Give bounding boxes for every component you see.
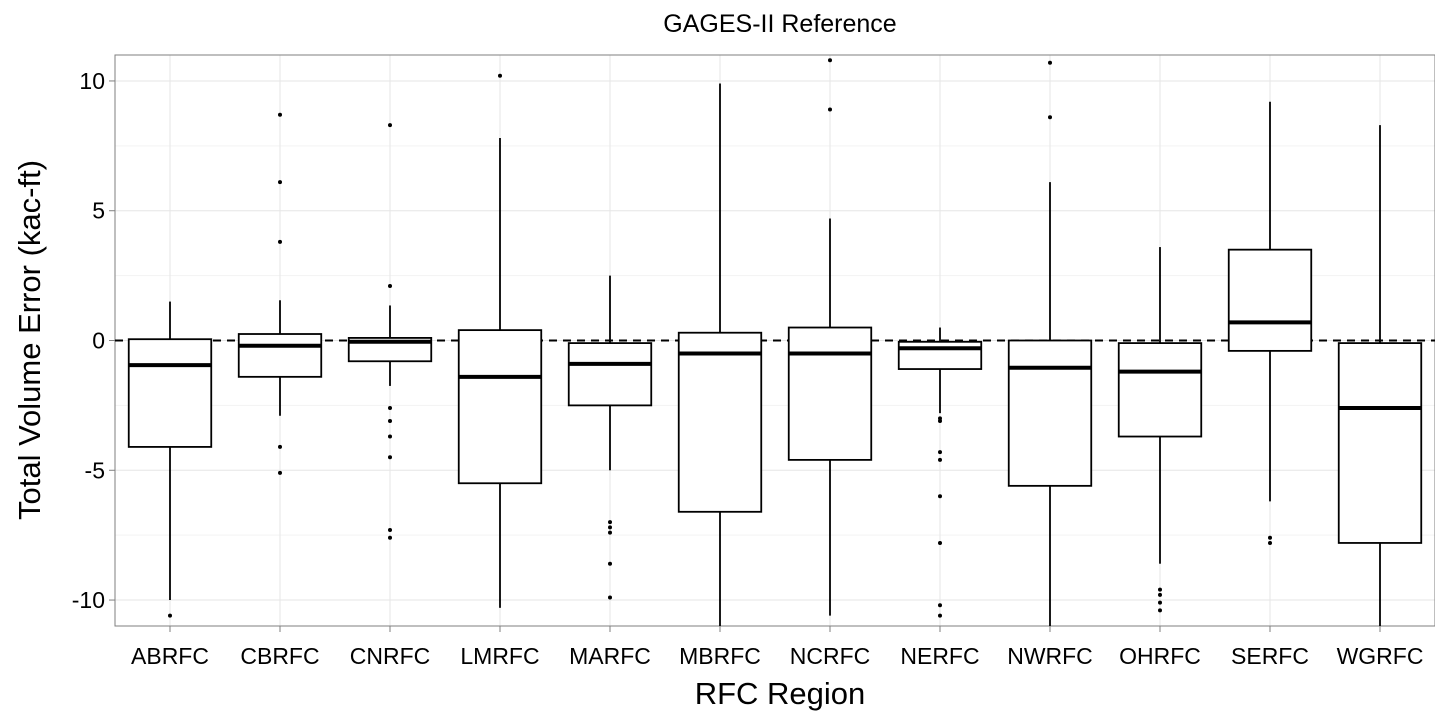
interquartile-box <box>457 329 543 485</box>
outlier-point <box>938 540 942 545</box>
outlier-point <box>1268 535 1272 540</box>
outlier-point <box>388 405 392 410</box>
box-cnrfc <box>347 123 433 540</box>
outlier-point <box>388 283 392 288</box>
outlier-point <box>498 73 502 78</box>
outlier-point <box>828 58 832 63</box>
outlier-point <box>938 494 942 499</box>
x-tick-label: LMRFC <box>460 643 539 669</box>
y-tick-label: -5 <box>85 457 105 483</box>
outlier-point <box>388 527 392 532</box>
x-tick-label: MBRFC <box>679 643 761 669</box>
box-lmrfc <box>457 73 543 608</box>
interquartile-box <box>1007 339 1093 487</box>
y-tick-label: 0 <box>92 328 105 354</box>
x-tick-label: NCRFC <box>790 643 871 669</box>
box-abrfc <box>127 301 213 618</box>
outlier-point <box>1158 600 1162 605</box>
y-tick-label: 5 <box>92 198 105 224</box>
box-marfc <box>567 275 653 600</box>
box-nwrfc <box>1007 60 1093 626</box>
outlier-point <box>608 595 612 600</box>
outlier-point <box>1158 587 1162 592</box>
box-serfc <box>1227 101 1313 545</box>
x-tick-label: CBRFC <box>240 643 319 669</box>
interquartile-box <box>567 342 653 407</box>
outlier-point <box>938 613 942 618</box>
outlier-point <box>278 444 282 449</box>
outlier-point <box>1158 592 1162 597</box>
x-tick-label: SERFC <box>1231 643 1309 669</box>
interquartile-box <box>677 331 763 513</box>
box-nerfc <box>897 327 983 618</box>
outlier-point <box>608 530 612 535</box>
outlier-point <box>278 470 282 475</box>
outlier-point <box>278 180 282 185</box>
x-tick-label: MARFC <box>569 643 651 669</box>
outlier-point <box>938 450 942 455</box>
interquartile-box <box>1337 342 1423 544</box>
interquartile-box <box>127 338 213 448</box>
chart-title: GAGES-II Reference <box>663 10 896 38</box>
x-tick-label: CNRFC <box>350 643 431 669</box>
x-tick-label: ABRFC <box>131 643 209 669</box>
x-tick-label: NERFC <box>900 643 979 669</box>
outlier-point <box>388 434 392 439</box>
outlier-point <box>1268 540 1272 545</box>
outlier-point <box>388 455 392 460</box>
outlier-point <box>388 123 392 128</box>
outlier-point <box>1158 608 1162 613</box>
outlier-point <box>278 239 282 244</box>
x-tick-label: WGRFC <box>1337 643 1424 669</box>
outlier-point <box>168 613 172 618</box>
interquartile-box <box>1117 342 1203 438</box>
outlier-point <box>388 535 392 540</box>
outlier-point <box>1048 115 1052 120</box>
axes: 10 5 0 -5 -10 ABRFC CBRFC CNRFC LMRFC MARFC MBRFC N… <box>72 68 1424 669</box>
interquartile-box <box>237 333 323 378</box>
outlier-point <box>278 112 282 117</box>
interquartile-box <box>787 326 873 461</box>
outlier-point <box>608 520 612 525</box>
x-tick-label: NWRFC <box>1007 643 1093 669</box>
x-axis-title: RFC Region <box>695 676 866 711</box>
box-ncrfc <box>787 58 873 616</box>
box-wgrfc <box>1337 125 1423 626</box>
box-ohrfc <box>1117 247 1203 613</box>
interquartile-box <box>1227 248 1313 352</box>
y-tick-label: -10 <box>72 587 105 613</box>
outlier-point <box>1048 60 1052 65</box>
box-mbrfc <box>677 83 763 626</box>
outlier-point <box>828 107 832 112</box>
outlier-point <box>608 561 612 566</box>
outlier-point <box>388 418 392 423</box>
interquartile-box <box>897 340 983 370</box>
outlier-point <box>938 603 942 608</box>
boxes <box>127 58 1423 626</box>
outlier-point <box>938 457 942 462</box>
box-cbrfc <box>237 112 323 475</box>
outlier-point <box>938 418 942 423</box>
y-tick-label: 10 <box>79 68 105 94</box>
x-tick-label: OHRFC <box>1119 643 1201 669</box>
outlier-point <box>608 525 612 530</box>
y-axis-title: Total Volume Error (kac-ft) <box>12 160 47 520</box>
